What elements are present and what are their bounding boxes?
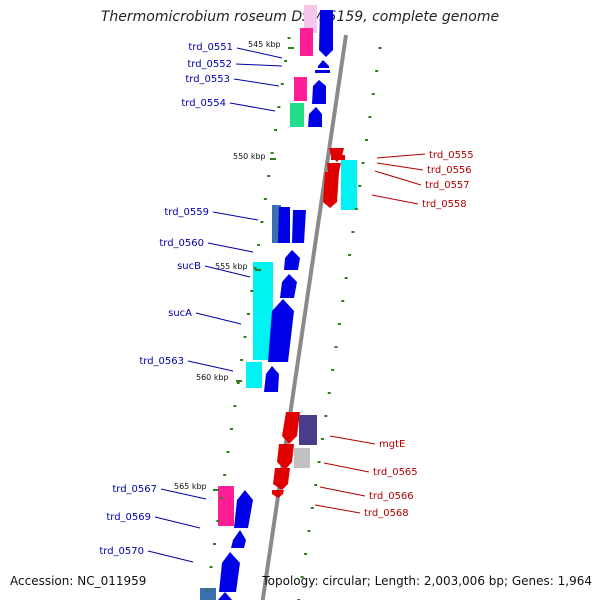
- gene-arrow[interactable]: [282, 412, 300, 444]
- right-gene-labels: trd_0555 trd_0556 trd_0557 trd_0558 mgtE trd_…: [314, 150, 474, 519]
- gene-label[interactable]: trd_0552: [187, 59, 232, 70]
- scale-label: 555 kbp: [215, 262, 248, 271]
- gene-label[interactable]: mgtE: [379, 439, 405, 450]
- gene-leader-line: [147, 550, 194, 563]
- gene-arrow[interactable]: [319, 10, 333, 57]
- gene-label[interactable]: trd_0569: [106, 512, 151, 523]
- gene-arrow[interactable]: [234, 490, 253, 528]
- features-plus: [200, 5, 333, 600]
- gene-leader-line: [374, 170, 422, 186]
- gene-arrow[interactable]: [315, 70, 330, 73]
- gene-arrow[interactable]: [218, 592, 232, 600]
- gene-leader-line: [323, 462, 370, 473]
- gene-leader-line: [319, 486, 366, 497]
- scale-labels: 545 kbp 550 kbp 555 kbp 560 kbp 565 kbp: [174, 40, 294, 491]
- gene-arrow[interactable]: [264, 366, 279, 392]
- gene-arrow[interactable]: [219, 552, 240, 592]
- gene-arrow[interactable]: [308, 107, 322, 127]
- gene-block[interactable]: [200, 588, 216, 600]
- gene-label[interactable]: trd_0555: [429, 150, 474, 161]
- gene-label[interactable]: sucB: [177, 261, 201, 272]
- gene-leader-line: [195, 312, 242, 325]
- gene-arrow[interactable]: [277, 444, 294, 470]
- accession-text: Accession: NC_011959: [10, 574, 147, 588]
- gene-leader-line: [236, 47, 283, 59]
- gene-block[interactable]: [253, 262, 273, 360]
- genome-summary-text: Topology: circular; Length: 2,003,006 bp…: [262, 574, 592, 588]
- gene-label[interactable]: trd_0551: [188, 42, 233, 53]
- genome-backbone: [260, 34, 348, 600]
- gene-block[interactable]: [218, 486, 234, 526]
- scale-label: 560 kbp: [196, 373, 229, 382]
- gene-leader-line: [314, 504, 361, 514]
- gene-leader-line: [376, 162, 424, 171]
- gene-leader-line: [371, 194, 419, 205]
- gene-label[interactable]: sucA: [168, 308, 192, 319]
- gene-label[interactable]: trd_0560: [159, 238, 204, 249]
- gene-label[interactable]: trd_0565: [373, 467, 418, 478]
- tick-marks: [206, 37, 382, 600]
- gene-block[interactable]: [246, 362, 262, 388]
- gene-label[interactable]: trd_0567: [112, 484, 157, 495]
- gene-block[interactable]: [331, 155, 345, 160]
- gene-arrow[interactable]: [318, 60, 329, 68]
- gene-label[interactable]: trd_0568: [364, 508, 409, 519]
- gene-block[interactable]: [290, 103, 304, 127]
- gene-arrow[interactable]: [268, 299, 294, 362]
- gene-label[interactable]: trd_0557: [425, 180, 470, 191]
- gene-leader-line: [376, 153, 426, 159]
- gene-label[interactable]: trd_0553: [185, 74, 230, 85]
- gene-block[interactable]: [341, 160, 357, 210]
- gene-leader-line: [207, 242, 254, 253]
- gene-leader-line: [329, 435, 376, 445]
- gene-block[interactable]: [300, 28, 313, 56]
- gene-arrow[interactable]: [231, 530, 246, 548]
- gene-arrow[interactable]: [272, 490, 284, 498]
- gene-arrow[interactable]: [273, 468, 290, 490]
- gene-arrow[interactable]: [312, 80, 326, 104]
- gene-leader-line: [154, 516, 201, 529]
- gene-leader-line: [204, 265, 251, 278]
- gene-label[interactable]: trd_0559: [164, 207, 209, 218]
- gene-label[interactable]: trd_0563: [139, 356, 184, 367]
- gene-leader-line: [160, 488, 207, 500]
- gene-block[interactable]: [294, 448, 310, 468]
- gene-block[interactable]: [272, 205, 281, 243]
- gene-leader-line: [229, 102, 276, 112]
- gene-arrow[interactable]: [292, 210, 306, 243]
- gene-block[interactable]: [299, 415, 317, 445]
- gene-arrow[interactable]: [278, 207, 290, 243]
- scale-label: 550 kbp: [233, 152, 266, 161]
- gene-arrow[interactable]: [323, 172, 339, 208]
- left-gene-labels: trd_0551 trd_0552 trd_0553 trd_0554 trd_0559…: [99, 42, 283, 563]
- gene-leader-line: [235, 63, 283, 67]
- gene-leader-line: [212, 211, 259, 221]
- scale-label: 545 kbp: [248, 40, 281, 49]
- gene-leader-line: [187, 360, 234, 372]
- gene-label[interactable]: trd_0554: [181, 98, 226, 109]
- gene-arrow[interactable]: [280, 274, 297, 298]
- gene-block[interactable]: [304, 5, 317, 33]
- gene-leader-line: [233, 78, 280, 87]
- map-title: Thermomicrobium roseum DSM 5159, complet…: [100, 9, 500, 25]
- gene-block[interactable]: [294, 77, 307, 101]
- gene-label[interactable]: trd_0558: [422, 199, 467, 210]
- gene-label[interactable]: trd_0556: [427, 165, 472, 176]
- gene-arrow[interactable]: [284, 250, 300, 270]
- gene-label[interactable]: trd_0570: [99, 546, 144, 557]
- features-minus: [272, 148, 357, 498]
- scale-label: 565 kbp: [174, 482, 207, 491]
- gene-label[interactable]: trd_0566: [369, 491, 414, 502]
